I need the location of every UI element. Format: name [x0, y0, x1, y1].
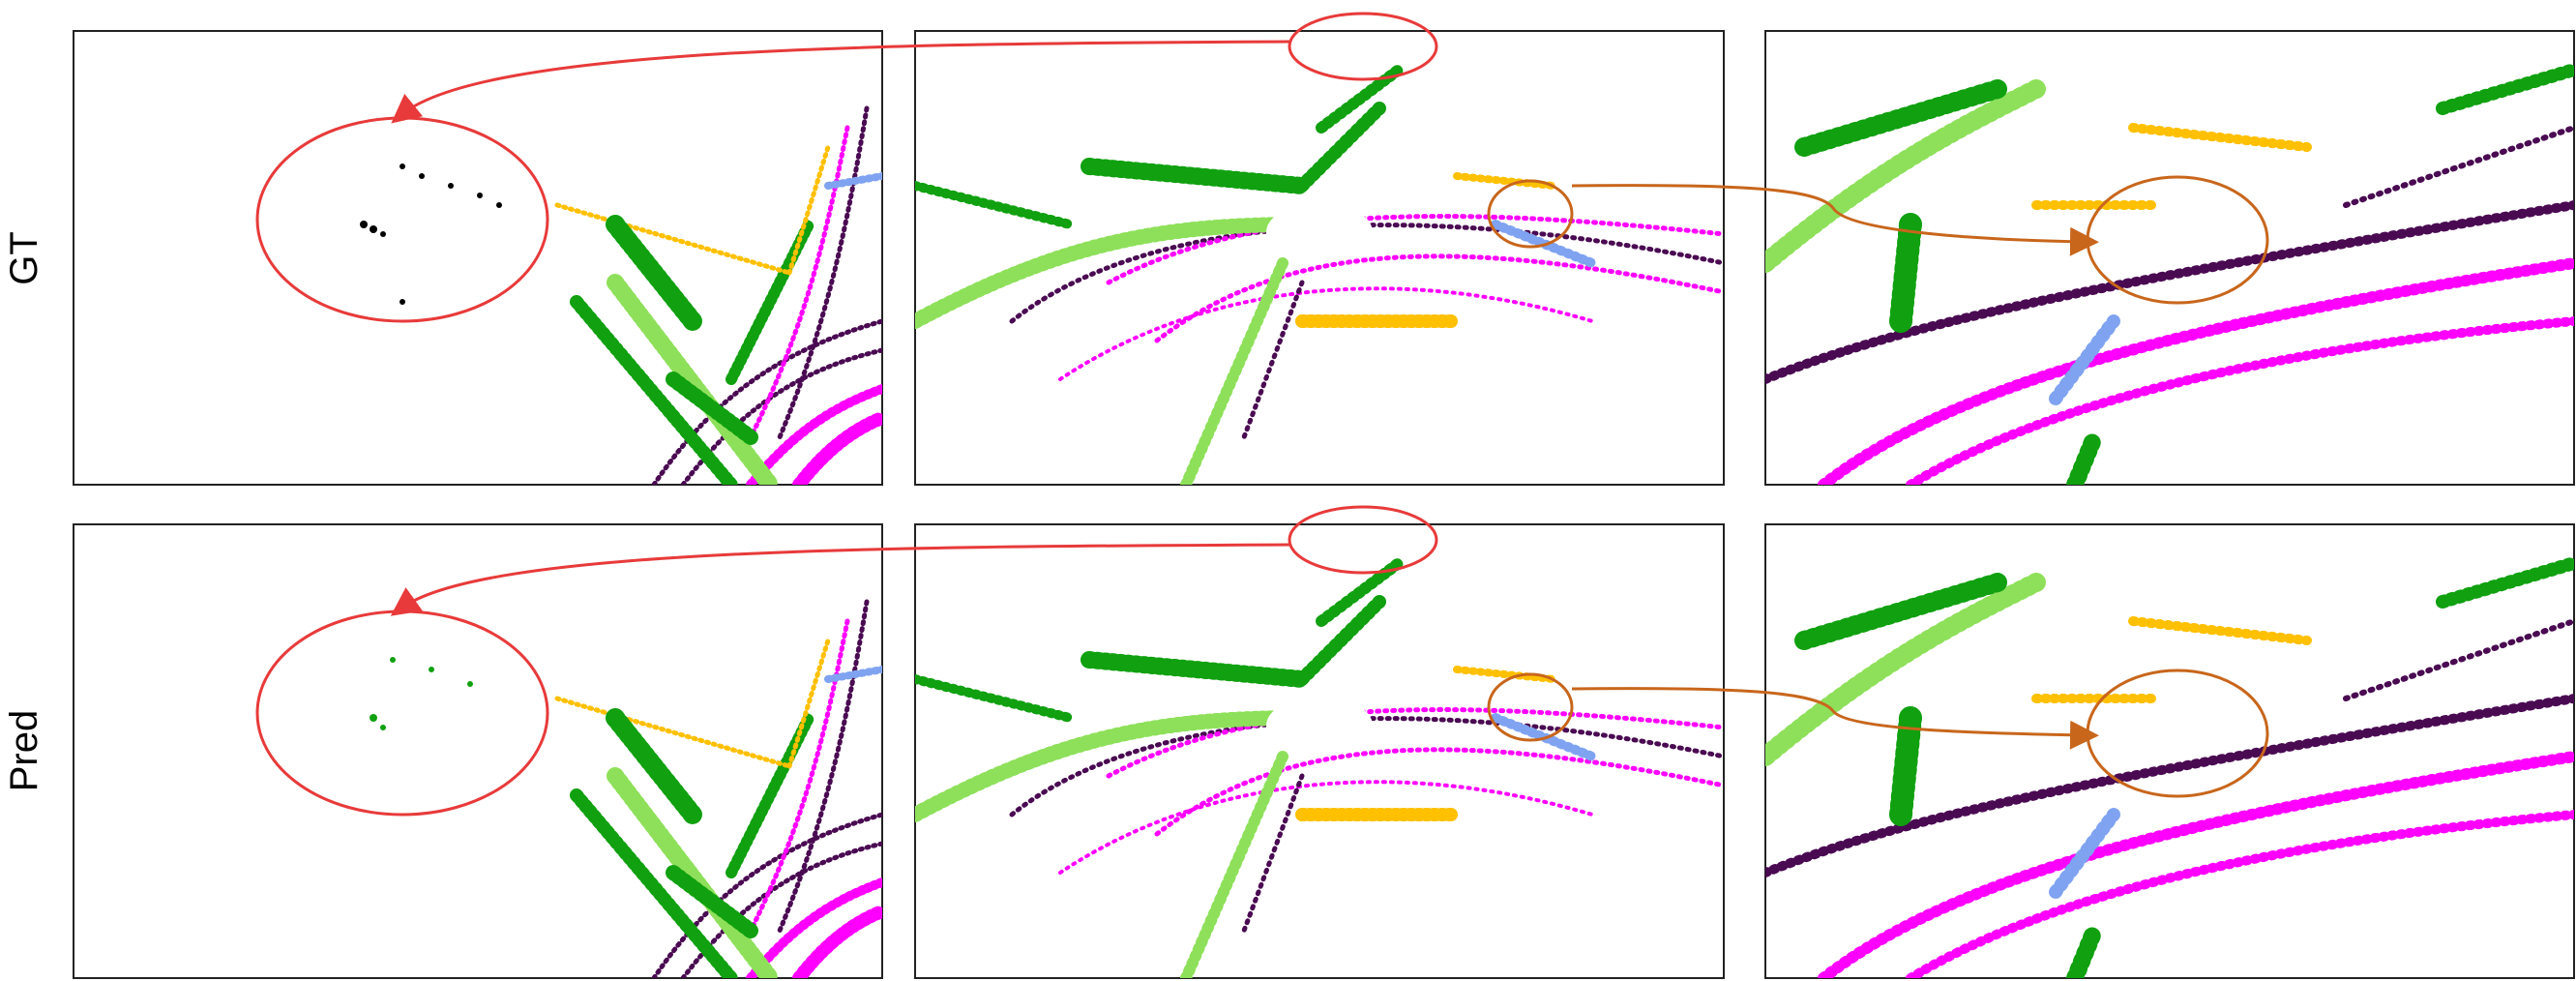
panel	[73, 523, 882, 978]
annotations	[255, 12, 2269, 817]
panel	[915, 30, 1724, 485]
row-label: GT	[3, 231, 45, 285]
row-label: Pred	[3, 710, 45, 792]
panel	[73, 30, 882, 485]
panel	[1765, 30, 2574, 485]
panel	[1765, 523, 2574, 978]
panel	[915, 523, 1724, 978]
